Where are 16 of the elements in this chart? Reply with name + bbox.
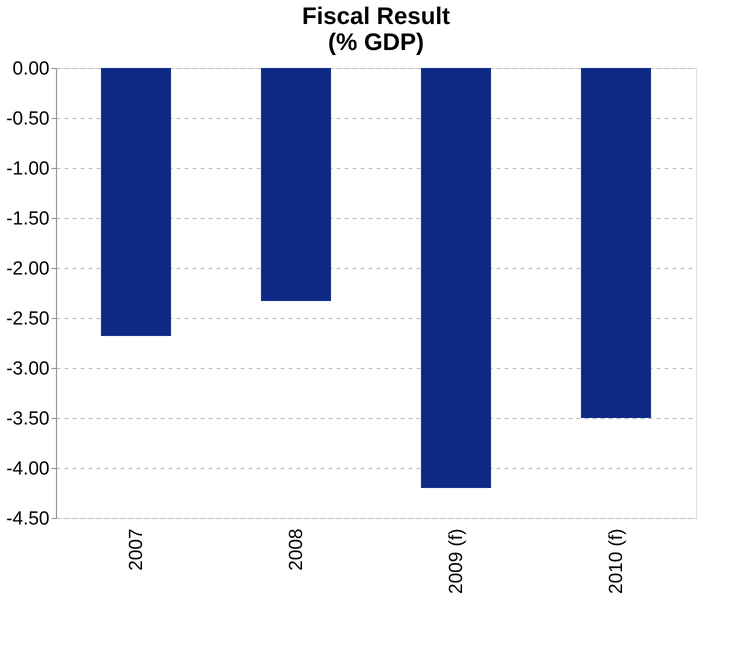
y-tick-label: -2.00 (6, 258, 50, 280)
text: Fiscal Result (302, 3, 450, 30)
x-tick-label: 2007 (126, 528, 147, 571)
y-tick-label: -0.50 (6, 108, 50, 130)
x-tick-label: 2010 (f) (606, 528, 627, 594)
y-tick-label: -2.50 (6, 308, 50, 330)
y-tick-label: -1.00 (6, 158, 50, 180)
y-tick-label: -3.00 (6, 358, 50, 380)
y-tick-label: -4.50 (6, 508, 50, 530)
y-tick-label: -1.50 (6, 208, 50, 230)
text: (% GDP) (328, 29, 424, 56)
y-tick-label: 0.00 (12, 58, 50, 80)
y-tick-label: -3.50 (6, 408, 50, 430)
y-tick-label: -4.00 (6, 458, 50, 480)
x-tick-label: 2008 (286, 528, 307, 571)
x-tick-label: 2009 (f) (446, 528, 467, 594)
